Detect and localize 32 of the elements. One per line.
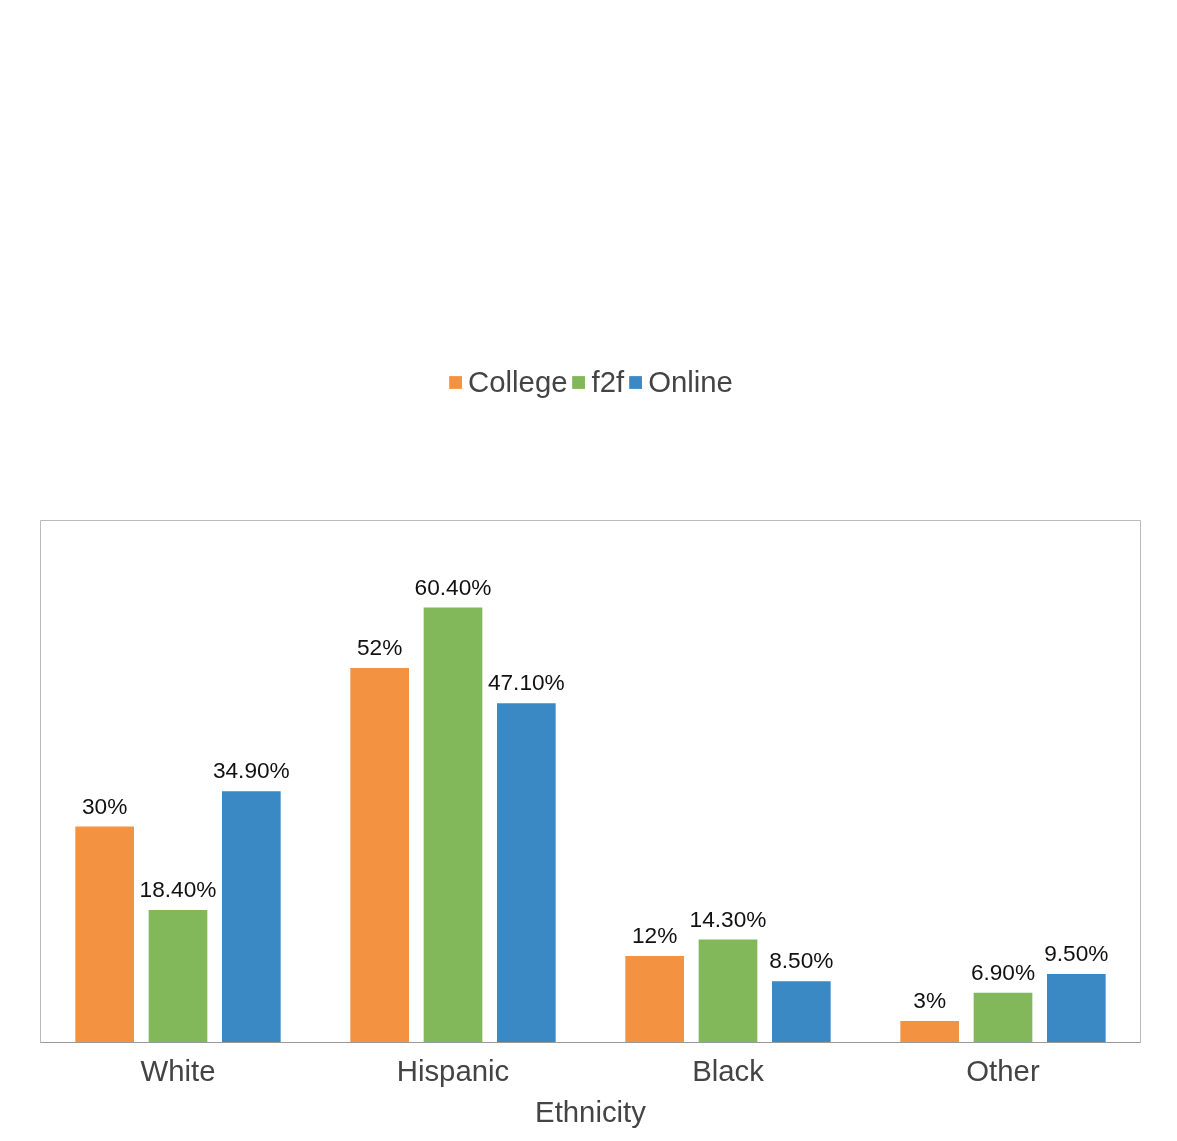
bar bbox=[625, 956, 684, 1043]
bar bbox=[698, 939, 758, 1043]
x-tick-label: Hispanic bbox=[396, 1053, 510, 1087]
legend-label: Online bbox=[648, 364, 733, 399]
data-label: 6.90% bbox=[970, 958, 1036, 985]
bar bbox=[75, 826, 134, 1043]
legend-label: College bbox=[468, 364, 568, 399]
data-label: 14.30% bbox=[689, 905, 767, 932]
bar bbox=[973, 992, 1033, 1043]
bar bbox=[423, 607, 483, 1043]
bar bbox=[222, 791, 281, 1043]
data-label: 52% bbox=[356, 634, 403, 661]
data-label: 60.40% bbox=[414, 573, 492, 600]
bar bbox=[148, 909, 208, 1043]
legend-label: f2f bbox=[591, 364, 625, 399]
data-label: 3% bbox=[913, 987, 947, 1014]
data-label: 18.40% bbox=[139, 876, 217, 903]
data-label: 30% bbox=[81, 792, 128, 819]
x-tick-label: Black bbox=[692, 1053, 765, 1087]
bar bbox=[900, 1020, 959, 1043]
data-label: 47.10% bbox=[487, 669, 565, 696]
bar bbox=[772, 981, 831, 1043]
data-label: 34.90% bbox=[212, 757, 290, 784]
x-axis-title: Ethnicity bbox=[535, 1094, 647, 1128]
data-label: 9.50% bbox=[1044, 940, 1109, 967]
x-tick-label: Other bbox=[966, 1053, 1040, 1087]
data-label: 8.50% bbox=[769, 947, 834, 974]
x-tick-label: White bbox=[140, 1053, 216, 1087]
bar bbox=[350, 668, 409, 1043]
bar bbox=[1047, 974, 1106, 1043]
data-label: 12% bbox=[631, 922, 678, 949]
bar bbox=[497, 703, 556, 1043]
